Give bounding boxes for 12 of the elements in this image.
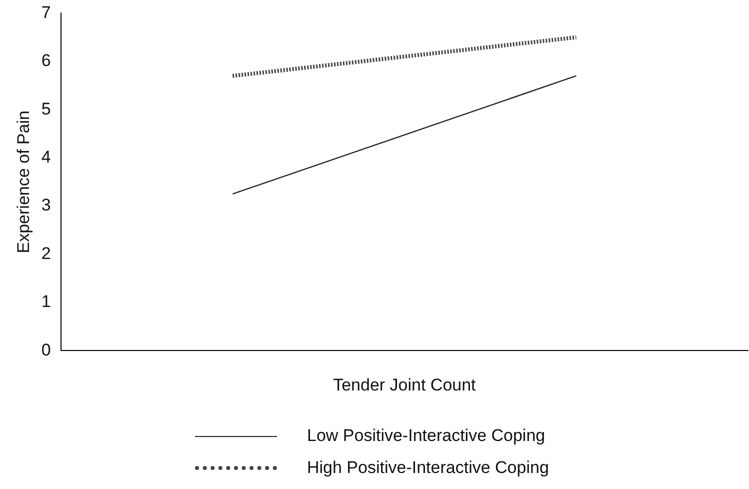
y-tick-label: 2 [41,244,51,263]
legend-label: High Positive-Interactive Coping [307,458,549,478]
y-tick-label: 6 [41,51,51,70]
y-tick-label: 3 [41,196,51,215]
y-tick-label: 0 [41,340,51,360]
y-tick-label: 1 [41,292,51,312]
y-axis-title: Experience of Pain [14,110,33,254]
x-axis-title: Tender Joint Count [333,375,476,394]
y-tick-label: 7 [41,2,51,22]
y-tick-label: 4 [41,147,51,166]
legend-label: Low Positive-Interactive Coping [307,426,546,446]
y-tick-label: 5 [41,99,51,118]
